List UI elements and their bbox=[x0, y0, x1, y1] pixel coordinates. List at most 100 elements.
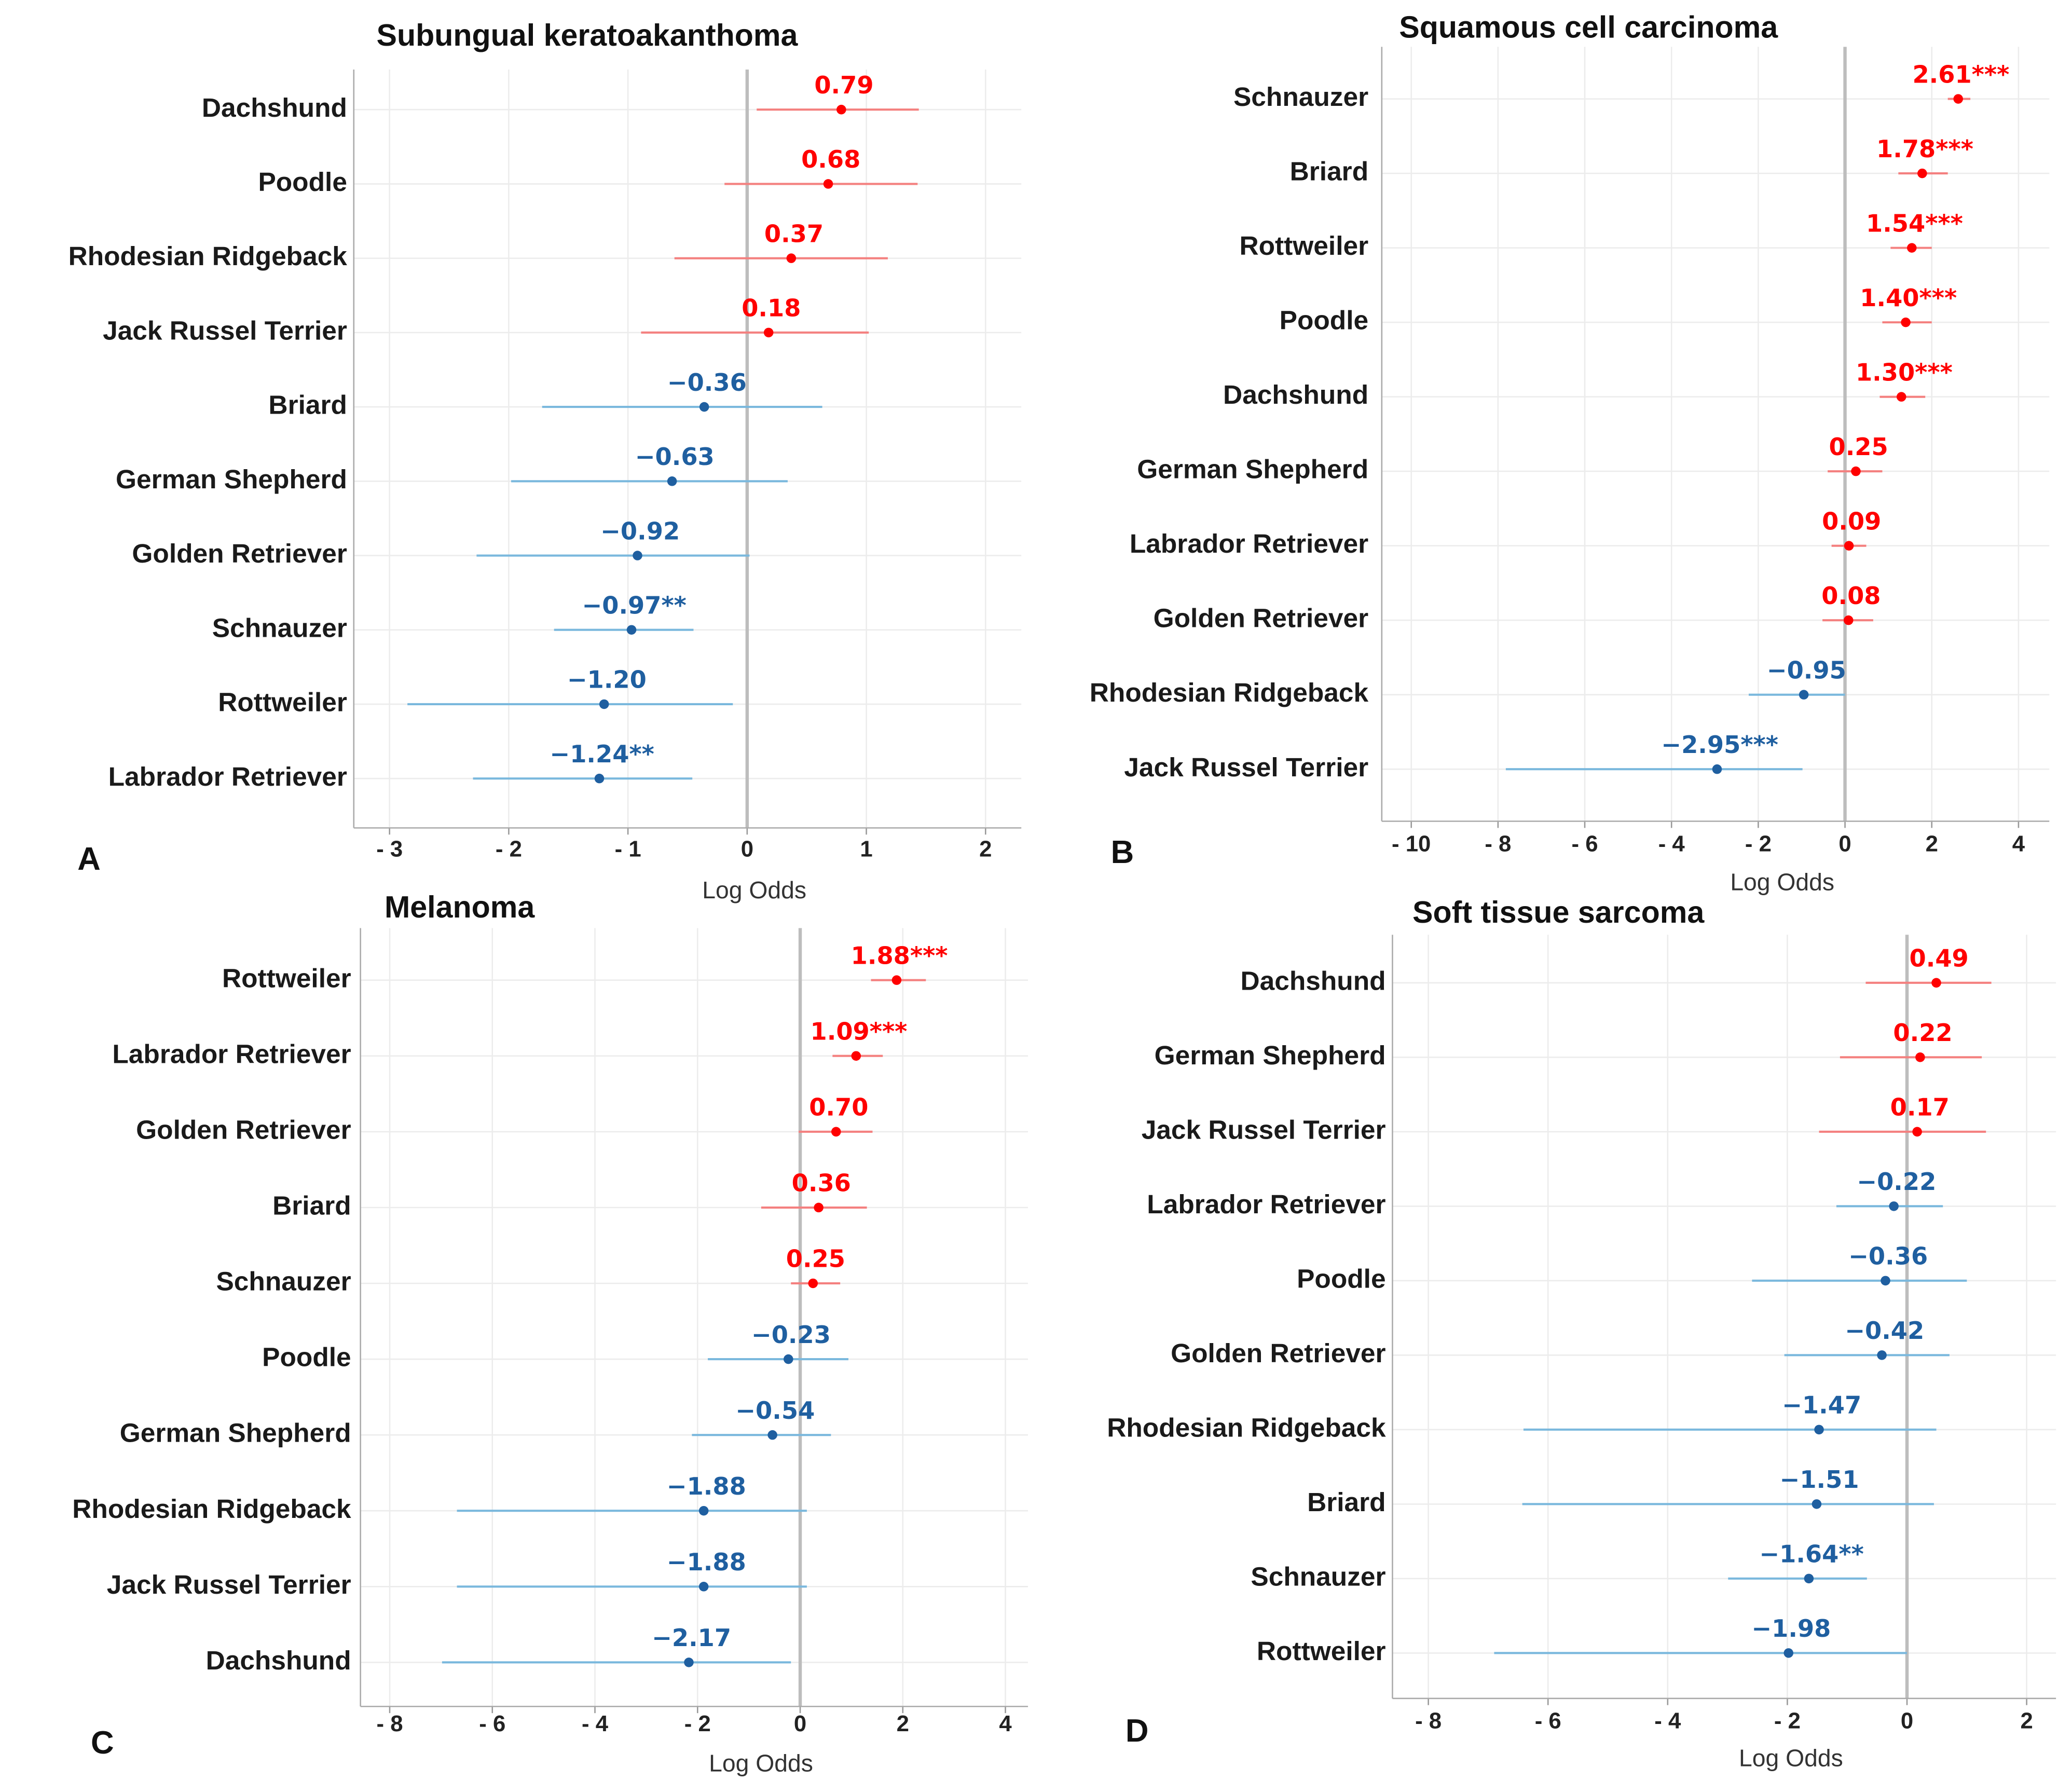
point-estimate bbox=[1712, 764, 1722, 774]
x-tick-label: - 2 bbox=[1774, 1708, 1801, 1734]
x-axis-label: Log Odds bbox=[1730, 869, 1834, 896]
value-label: 2.61*** bbox=[1912, 60, 2009, 88]
point-estimate bbox=[1917, 168, 1927, 179]
value-label: −0.97** bbox=[582, 591, 686, 619]
panel-title: Subungual keratoakanthoma bbox=[377, 18, 799, 52]
x-tick-label: - 4 bbox=[582, 1711, 609, 1736]
point-estimate bbox=[1881, 1276, 1890, 1286]
value-label: 0.22 bbox=[1893, 1019, 1952, 1047]
category-label: Jack Russel Terrier bbox=[1124, 752, 1368, 782]
x-tick-label: 4 bbox=[999, 1711, 1012, 1736]
value-label: −0.42 bbox=[1845, 1317, 1924, 1345]
category-label: Schnauzer bbox=[1251, 1561, 1385, 1591]
category-label: Rhodesian Ridgeback bbox=[1107, 1412, 1386, 1442]
category-label: Jack Russel Terrier bbox=[1142, 1114, 1386, 1144]
value-label: 0.36 bbox=[792, 1169, 851, 1197]
point-estimate bbox=[1896, 392, 1906, 402]
panel-label: B bbox=[1111, 834, 1134, 870]
point-estimate bbox=[667, 476, 677, 486]
x-tick-label: - 8 bbox=[1415, 1708, 1442, 1734]
x-tick-label: - 8 bbox=[377, 1711, 403, 1736]
category-label: Schnauzer bbox=[1233, 81, 1368, 112]
category-label: Dachshund bbox=[202, 92, 347, 122]
category-label: Rottweiler bbox=[1257, 1636, 1386, 1666]
panel-label: A bbox=[77, 841, 101, 877]
value-label: 1.78*** bbox=[1876, 135, 1973, 163]
category-label: Rhodesian Ridgeback bbox=[1090, 677, 1369, 707]
category-label: Labrador Retriever bbox=[112, 1038, 351, 1069]
point-estimate bbox=[1901, 317, 1911, 327]
value-label: 0.49 bbox=[1910, 944, 1969, 973]
category-label: Golden Retriever bbox=[1154, 603, 1369, 633]
point-estimate bbox=[1851, 466, 1861, 476]
category-label: Labrador Retriever bbox=[108, 761, 347, 791]
category-label: Rottweiler bbox=[1239, 230, 1368, 261]
value-label: −0.23 bbox=[751, 1321, 831, 1349]
category-label: Briard bbox=[268, 390, 347, 420]
category-label: Labrador Retriever bbox=[1147, 1189, 1385, 1219]
point-estimate bbox=[633, 551, 642, 560]
value-label: −1.98 bbox=[1751, 1614, 1831, 1642]
category-label: Poodle bbox=[1280, 305, 1368, 335]
x-tick-label: 2 bbox=[897, 1711, 909, 1736]
value-label: −1.64** bbox=[1759, 1540, 1863, 1568]
value-label: −0.63 bbox=[635, 443, 715, 471]
x-tick-label: - 4 bbox=[1654, 1708, 1681, 1734]
x-tick-label: - 3 bbox=[376, 837, 403, 862]
point-estimate bbox=[823, 179, 833, 189]
x-tick-label: 2 bbox=[2020, 1708, 2033, 1734]
category-label: Jack Russel Terrier bbox=[107, 1569, 351, 1599]
point-estimate bbox=[1877, 1350, 1887, 1360]
value-label: 0.25 bbox=[786, 1245, 845, 1273]
category-label: Rhodesian Ridgeback bbox=[72, 1494, 351, 1524]
x-tick-label: 4 bbox=[2012, 831, 2025, 856]
value-label: −1.88 bbox=[667, 1548, 746, 1576]
point-estimate bbox=[1843, 615, 1854, 625]
point-estimate bbox=[767, 1430, 777, 1440]
value-label: −1.88 bbox=[667, 1472, 746, 1500]
x-tick-label: 0 bbox=[1838, 831, 1851, 856]
x-tick-label: - 2 bbox=[496, 837, 522, 862]
category-label: Briard bbox=[272, 1190, 351, 1220]
point-estimate bbox=[698, 1582, 709, 1592]
x-tick-label: - 2 bbox=[1745, 831, 1772, 856]
x-tick-label: 0 bbox=[794, 1711, 806, 1736]
category-label: Rottweiler bbox=[222, 963, 351, 993]
point-estimate bbox=[1907, 243, 1917, 253]
panel-label: D bbox=[1126, 1713, 1149, 1749]
point-estimate bbox=[626, 625, 637, 635]
point-estimate bbox=[599, 699, 609, 709]
category-label: Labrador Retriever bbox=[1130, 528, 1368, 558]
point-estimate bbox=[1844, 541, 1854, 551]
x-tick-label: 2 bbox=[979, 837, 992, 862]
value-label: 0.09 bbox=[1822, 507, 1881, 535]
value-label: −0.36 bbox=[1848, 1242, 1928, 1270]
x-tick-label: - 2 bbox=[684, 1711, 711, 1736]
value-label: 0.68 bbox=[801, 145, 860, 173]
point-estimate bbox=[1912, 1127, 1922, 1137]
point-estimate bbox=[594, 773, 605, 784]
category-label: German Shepherd bbox=[116, 464, 347, 494]
point-estimate bbox=[891, 975, 902, 985]
value-label: 1.88*** bbox=[851, 941, 948, 969]
value-label: 0.25 bbox=[1829, 433, 1888, 461]
point-estimate bbox=[1953, 94, 1963, 104]
x-tick-label: - 6 bbox=[1535, 1708, 1561, 1734]
x-tick-label: 0 bbox=[1901, 1708, 1913, 1734]
value-label: 1.30*** bbox=[1856, 358, 1953, 386]
value-label: 0.17 bbox=[1890, 1093, 1950, 1121]
value-label: −1.20 bbox=[567, 666, 647, 694]
value-label: −0.54 bbox=[735, 1396, 815, 1425]
value-label: −0.95 bbox=[1767, 656, 1846, 684]
value-label: 1.09*** bbox=[811, 1018, 908, 1046]
category-label: Poodle bbox=[262, 1342, 351, 1372]
point-estimate bbox=[784, 1354, 793, 1364]
value-label: −0.92 bbox=[600, 517, 680, 545]
category-label: German Shepherd bbox=[120, 1418, 351, 1448]
value-label: −1.51 bbox=[1780, 1466, 1859, 1494]
category-label: Rottweiler bbox=[218, 687, 347, 717]
panel-title: Soft tissue sarcoma bbox=[1412, 895, 1705, 929]
value-label: −1.24** bbox=[550, 740, 654, 768]
value-label: −2.17 bbox=[652, 1624, 731, 1652]
